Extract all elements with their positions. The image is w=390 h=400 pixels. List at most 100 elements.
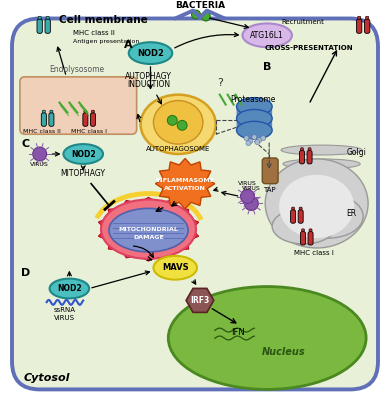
Ellipse shape — [237, 98, 272, 116]
Text: AUTOPHAGOSOME: AUTOPHAGOSOME — [146, 146, 210, 152]
FancyBboxPatch shape — [46, 16, 49, 19]
Text: D: D — [21, 268, 30, 278]
Ellipse shape — [177, 120, 187, 130]
Ellipse shape — [64, 144, 103, 164]
Text: MHC class II: MHC class II — [73, 30, 115, 36]
FancyBboxPatch shape — [291, 210, 296, 223]
Text: ER: ER — [346, 209, 356, 218]
Text: MHC class I: MHC class I — [71, 129, 107, 134]
Text: CROSS-PRESENTATION: CROSS-PRESENTATION — [264, 45, 353, 51]
FancyBboxPatch shape — [299, 207, 302, 210]
FancyBboxPatch shape — [38, 16, 41, 19]
FancyBboxPatch shape — [365, 19, 370, 33]
FancyBboxPatch shape — [308, 232, 313, 245]
Ellipse shape — [237, 121, 272, 139]
Text: IFN: IFN — [230, 328, 245, 336]
FancyBboxPatch shape — [12, 18, 378, 390]
Ellipse shape — [261, 136, 266, 141]
Ellipse shape — [248, 139, 253, 144]
Ellipse shape — [109, 208, 188, 252]
FancyBboxPatch shape — [237, 106, 272, 130]
Polygon shape — [98, 197, 199, 261]
FancyBboxPatch shape — [91, 110, 94, 113]
Text: MAVS: MAVS — [162, 263, 188, 272]
FancyBboxPatch shape — [365, 16, 369, 19]
Text: Cell membrane: Cell membrane — [60, 16, 148, 26]
FancyBboxPatch shape — [20, 77, 136, 134]
Ellipse shape — [257, 138, 262, 143]
Ellipse shape — [246, 141, 251, 146]
Text: NOD2: NOD2 — [71, 150, 96, 158]
Ellipse shape — [294, 194, 363, 238]
Ellipse shape — [129, 42, 172, 64]
Text: MITOCHONDRIAL: MITOCHONDRIAL — [119, 227, 179, 232]
Text: Antigen presentation: Antigen presentation — [73, 39, 140, 44]
Text: ATG16L1: ATG16L1 — [250, 31, 284, 40]
FancyBboxPatch shape — [262, 158, 278, 184]
FancyBboxPatch shape — [300, 148, 303, 150]
Ellipse shape — [167, 116, 177, 125]
Ellipse shape — [50, 279, 89, 298]
Text: TAP: TAP — [263, 187, 276, 193]
Ellipse shape — [201, 12, 210, 21]
Ellipse shape — [245, 196, 258, 210]
Text: ACTIVATION: ACTIVATION — [164, 186, 206, 191]
FancyBboxPatch shape — [90, 113, 96, 126]
Ellipse shape — [244, 136, 249, 141]
FancyBboxPatch shape — [83, 113, 88, 126]
Ellipse shape — [300, 204, 347, 235]
Ellipse shape — [191, 10, 200, 19]
Text: Cytosol: Cytosol — [23, 372, 70, 382]
Polygon shape — [156, 158, 215, 209]
Text: AUTOPHAGY: AUTOPHAGY — [125, 72, 172, 81]
FancyBboxPatch shape — [300, 232, 305, 245]
Text: VIRUS: VIRUS — [238, 181, 257, 186]
FancyBboxPatch shape — [301, 229, 305, 232]
Ellipse shape — [241, 190, 254, 204]
Ellipse shape — [153, 100, 203, 144]
Ellipse shape — [285, 173, 358, 183]
Text: ?: ? — [217, 78, 223, 88]
Text: NOD2: NOD2 — [137, 49, 164, 58]
Ellipse shape — [101, 200, 196, 259]
Text: BACTERIA: BACTERIA — [175, 1, 225, 10]
FancyBboxPatch shape — [49, 113, 54, 126]
Text: NOD2: NOD2 — [57, 284, 82, 293]
Text: VIRUS: VIRUS — [30, 162, 49, 167]
FancyBboxPatch shape — [358, 16, 361, 19]
Text: INFLAMMASOME: INFLAMMASOME — [156, 178, 215, 183]
Text: B: B — [263, 62, 271, 72]
Text: ssRNA: ssRNA — [53, 307, 75, 313]
Ellipse shape — [168, 286, 366, 390]
Text: C: C — [22, 139, 30, 149]
Text: VIRUS: VIRUS — [242, 186, 261, 191]
Text: Nucleus: Nucleus — [262, 347, 306, 357]
Text: Recruitment: Recruitment — [281, 20, 324, 26]
FancyBboxPatch shape — [43, 110, 45, 113]
Ellipse shape — [272, 208, 335, 244]
Ellipse shape — [283, 159, 360, 169]
Ellipse shape — [255, 140, 260, 145]
FancyBboxPatch shape — [45, 19, 50, 33]
FancyBboxPatch shape — [308, 148, 311, 150]
FancyBboxPatch shape — [298, 210, 303, 223]
Ellipse shape — [243, 24, 292, 47]
Ellipse shape — [281, 145, 362, 155]
Ellipse shape — [237, 110, 272, 127]
FancyBboxPatch shape — [84, 110, 87, 113]
Ellipse shape — [153, 256, 197, 280]
Text: IRF3: IRF3 — [190, 296, 209, 305]
Ellipse shape — [279, 175, 354, 238]
Ellipse shape — [141, 95, 216, 154]
Ellipse shape — [265, 159, 368, 248]
Ellipse shape — [252, 135, 257, 140]
Text: Proteasome: Proteasome — [230, 95, 276, 104]
FancyBboxPatch shape — [50, 110, 53, 113]
FancyBboxPatch shape — [307, 150, 312, 164]
FancyBboxPatch shape — [292, 207, 294, 210]
Polygon shape — [186, 288, 214, 312]
FancyBboxPatch shape — [41, 113, 46, 126]
Text: A: A — [124, 40, 133, 50]
Text: VIRUS: VIRUS — [54, 315, 75, 321]
Text: INDUCTION: INDUCTION — [127, 80, 170, 89]
